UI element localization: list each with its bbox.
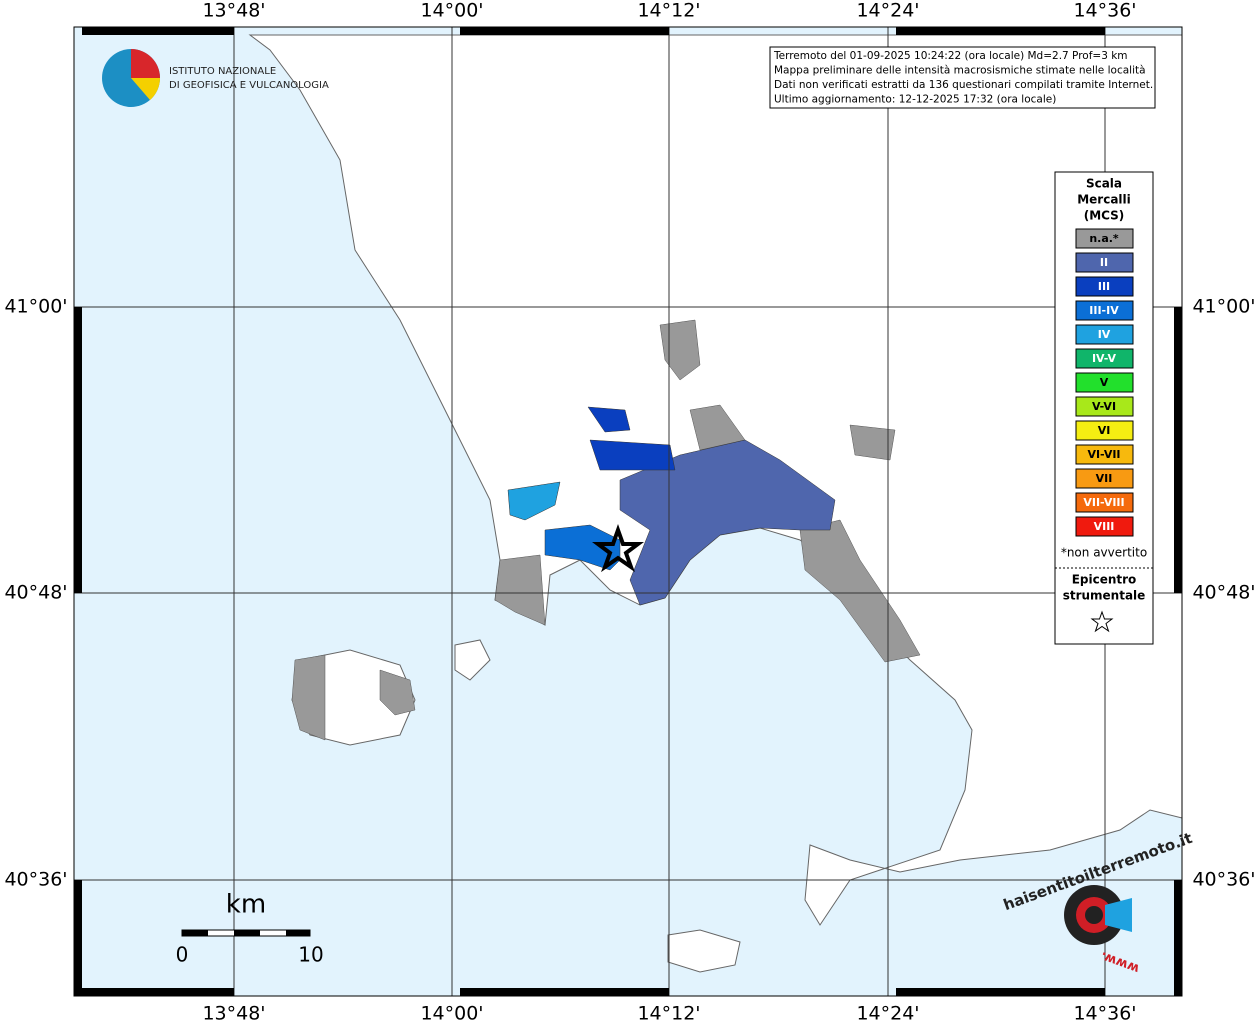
legend-label: IV-V	[1092, 352, 1117, 365]
legend-swatch	[1075, 444, 1134, 465]
area-iii-iv	[544, 524, 621, 571]
lon-label: 14°36'	[1073, 1003, 1136, 1024]
info-line: Mappa preliminare delle intensità macros…	[774, 65, 1146, 77]
frame-bar	[74, 307, 82, 593]
legend-swatch	[1075, 516, 1134, 537]
frame-bar	[896, 27, 1105, 35]
legend-swatch	[1075, 228, 1134, 249]
frame	[73, 26, 1183, 997]
legend-label: VII-VIII	[1083, 496, 1124, 509]
gray-areas	[291, 319, 921, 741]
lon-label: 14°12'	[637, 0, 700, 22]
watermark-disc	[1085, 906, 1103, 924]
lon-label: 13°48'	[202, 1003, 265, 1024]
legend-swatch	[1075, 372, 1134, 393]
watermark-speaker	[1105, 898, 1132, 932]
lon-label: 14°24'	[856, 1003, 919, 1024]
legend-swatch	[1075, 252, 1134, 273]
frame-bar	[896, 988, 1105, 996]
frame-bar	[1174, 307, 1182, 593]
scale-tick: 0	[176, 943, 189, 967]
legend-swatch	[1075, 324, 1134, 345]
lat-label: 41°00'	[1192, 296, 1255, 318]
logo-text: DI GEOFISICA E VULCANOLOGIA	[169, 80, 329, 91]
area-iv	[507, 481, 561, 521]
legend-label: IV	[1098, 328, 1111, 341]
frame-bar	[74, 880, 82, 996]
lat-label: 40°36'	[4, 869, 67, 891]
lon-label: 14°00'	[420, 0, 483, 22]
legend-epicenter: Epicentro	[1072, 573, 1137, 587]
legend-title: (MCS)	[1084, 209, 1125, 223]
frame-bar	[82, 27, 234, 35]
lon-label: 14°24'	[856, 0, 919, 22]
legend-label: III	[1098, 280, 1110, 293]
procida	[454, 639, 491, 681]
frame-bar	[460, 988, 669, 996]
lon-label: 14°12'	[637, 1003, 700, 1024]
legend-title: Mercalli	[1077, 193, 1131, 207]
legend-swatch	[1075, 396, 1134, 417]
logo-text: ISTITUTO NAZIONALE	[169, 66, 276, 77]
lon-label: 14°00'	[420, 1003, 483, 1024]
lat-label: 41°00'	[4, 296, 67, 318]
ingv-logo: ISTITUTO NAZIONALE DI GEOFISICA E VULCAN…	[102, 49, 329, 107]
epicenter	[592, 524, 644, 573]
area-ii	[619, 439, 836, 606]
legend-star	[1090, 610, 1114, 633]
legend-label: V	[1100, 376, 1109, 389]
legend: ScalaMercalli(MCS)n.a.*IIIIIIII-IVIVIV-V…	[1055, 177, 1153, 633]
info-line: Ultimo aggiornamento: 12-12-2025 17:32 (…	[774, 94, 1056, 106]
frame-bar	[460, 27, 669, 35]
area-iii	[587, 406, 676, 471]
info-box	[769, 46, 1156, 109]
legend-swatch	[1075, 468, 1134, 489]
legend-swatch	[1075, 420, 1134, 441]
scale-bar-segment	[182, 930, 208, 936]
legend-label: II	[1100, 256, 1108, 269]
legend-footnote: *non avvertito	[1061, 546, 1147, 560]
lat-label: 40°48'	[1192, 582, 1255, 604]
lon-label: 14°36'	[1073, 0, 1136, 22]
scale-unit: km	[226, 890, 266, 920]
logo-segment	[131, 49, 160, 78]
legend-swatch	[1075, 492, 1134, 513]
scale-tick: 10	[298, 943, 323, 967]
frame-bar	[82, 988, 234, 996]
scale-bar-segment	[234, 930, 260, 936]
lat-label: 40°36'	[1192, 869, 1255, 891]
lat-label: 40°48'	[4, 582, 67, 604]
legend-swatch	[1075, 276, 1134, 297]
legend-label: n.a.*	[1089, 232, 1119, 245]
legend-label: VI	[1098, 424, 1111, 437]
legend-label: VII	[1096, 472, 1113, 485]
info-line: Terremoto del 01-09-2025 10:24:22 (ora l…	[773, 50, 1128, 62]
frame-bar	[1174, 880, 1182, 996]
legend-label: III-IV	[1089, 304, 1119, 317]
legend-label: VIII	[1094, 520, 1115, 533]
capri	[667, 929, 741, 973]
legend-label: VI-VII	[1087, 448, 1120, 461]
legend-swatch	[1075, 300, 1134, 321]
logo-segment	[131, 78, 161, 100]
scale-bar: km 0 10	[176, 890, 324, 967]
scale-bar-segment	[286, 930, 310, 936]
legend-epicenter: strumentale	[1063, 589, 1146, 603]
legend-title: Scala	[1086, 177, 1122, 191]
legend-swatch	[1075, 348, 1134, 369]
lon-label: 13°48'	[202, 0, 265, 22]
legend-label: V-VI	[1092, 400, 1116, 413]
info-line: Dati non verificati estratti da 136 ques…	[774, 79, 1153, 91]
